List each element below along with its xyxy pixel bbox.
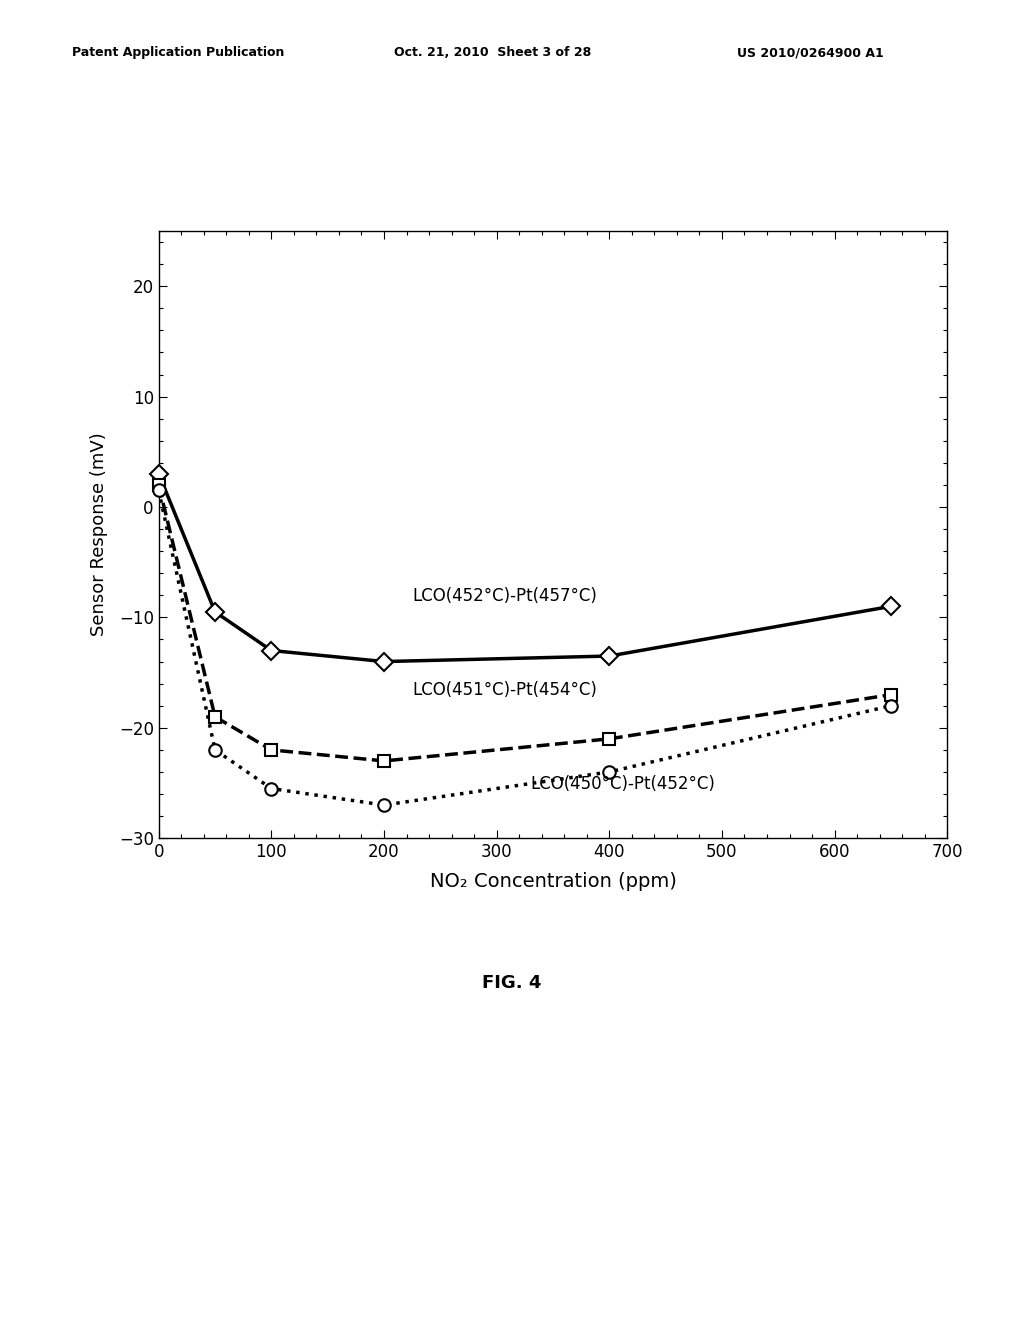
Text: Oct. 21, 2010  Sheet 3 of 28: Oct. 21, 2010 Sheet 3 of 28 — [394, 46, 592, 59]
Text: Patent Application Publication: Patent Application Publication — [72, 46, 284, 59]
Text: LCO(451°C)-Pt(454°C): LCO(451°C)-Pt(454°C) — [412, 681, 597, 698]
Text: FIG. 4: FIG. 4 — [482, 974, 542, 993]
Text: LCO(450°C)-Pt(452°C): LCO(450°C)-Pt(452°C) — [530, 775, 716, 792]
X-axis label: NO₂ Concentration (ppm): NO₂ Concentration (ppm) — [429, 873, 677, 891]
Text: LCO(452°C)-Pt(457°C): LCO(452°C)-Pt(457°C) — [412, 587, 597, 605]
Text: US 2010/0264900 A1: US 2010/0264900 A1 — [737, 46, 884, 59]
Y-axis label: Sensor Response (mV): Sensor Response (mV) — [90, 433, 108, 636]
